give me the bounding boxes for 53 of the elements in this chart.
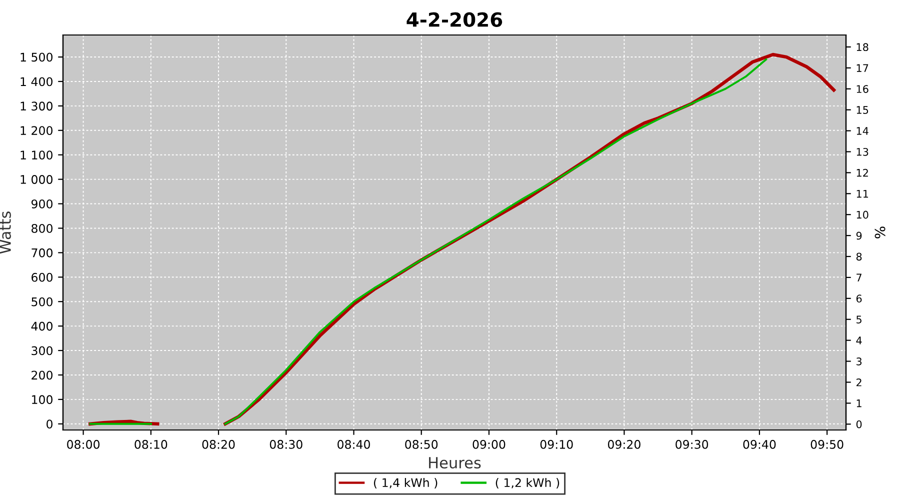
x-tick-label: 09:50 bbox=[810, 440, 844, 449]
y-tick-label: 1 100 bbox=[20, 150, 52, 160]
x-tick-label: 08:50 bbox=[405, 440, 438, 449]
x-tick-label: 08:30 bbox=[270, 440, 302, 449]
y-tick-label: 1 300 bbox=[20, 102, 52, 111]
x-tick-label: 08:20 bbox=[202, 440, 235, 449]
y2-tick-label: 4 bbox=[856, 336, 862, 344]
y2-tick-label: 1 bbox=[856, 400, 862, 408]
x-tick-label: 09:30 bbox=[676, 440, 708, 449]
y-tick-label: 700 bbox=[32, 248, 52, 258]
y2-tick-label: 13 bbox=[856, 148, 868, 156]
x-axis-title: Heures bbox=[429, 457, 481, 469]
y2-tick-label: 3 bbox=[856, 357, 862, 366]
y-tick-label: 200 bbox=[32, 370, 52, 380]
y2-tick-label: 10 bbox=[856, 210, 868, 219]
y2-tick-label: 17 bbox=[856, 64, 868, 72]
y2-tick-label: 9 bbox=[856, 232, 862, 240]
y2-tick-label: 0 bbox=[856, 420, 862, 428]
y-tick-label: 1 000 bbox=[20, 175, 52, 184]
y2-tick-label: 18 bbox=[856, 43, 868, 52]
y2-tick-label: 2 bbox=[856, 378, 862, 386]
y-tick-label: 1 400 bbox=[20, 77, 52, 86]
y2-axis-title: % bbox=[874, 226, 886, 238]
x-tick-label: 08:00 bbox=[67, 440, 100, 449]
chart-title: 4-2-2026 bbox=[406, 12, 502, 27]
y-tick-label: 300 bbox=[32, 346, 52, 356]
y2-tick-label: 5 bbox=[856, 316, 862, 324]
y2-tick-label: 7 bbox=[856, 274, 862, 282]
y-tick-label: 600 bbox=[32, 272, 52, 282]
x-tick-label: 09:20 bbox=[608, 440, 640, 449]
y-tick-label: 500 bbox=[32, 297, 52, 306]
y-tick-label: 400 bbox=[31, 322, 52, 331]
x-tick-label: 09:00 bbox=[472, 440, 506, 449]
x-tick-label: 09:40 bbox=[743, 440, 776, 449]
y-axis-title: Watts bbox=[0, 212, 11, 254]
y-tick-label: 1 200 bbox=[20, 126, 52, 136]
y2-tick-label: 11 bbox=[856, 190, 868, 198]
y2-tick-label: 12 bbox=[856, 168, 868, 177]
y-tick-label: 800 bbox=[32, 224, 52, 233]
legend-label: ( 1,4 kWh ) bbox=[374, 478, 438, 488]
y-tick-label: 900 bbox=[31, 199, 52, 208]
y2-tick-label: 15 bbox=[856, 106, 868, 114]
y2-tick-label: 16 bbox=[856, 85, 868, 93]
legend-label: ( 1,2 kWh ) bbox=[496, 478, 560, 488]
y2-tick-label: 14 bbox=[856, 127, 868, 135]
y2-tick-label: 6 bbox=[856, 294, 862, 303]
x-tick-label: 09:10 bbox=[540, 440, 573, 449]
y2-tick-label: 8 bbox=[856, 252, 862, 261]
y-tick-label: 1 500 bbox=[20, 52, 52, 62]
x-tick-label: 08:40 bbox=[338, 440, 370, 449]
y-tick-label: 0 bbox=[46, 420, 52, 429]
x-tick-label: 08:10 bbox=[134, 440, 168, 449]
y-tick-label: 100 bbox=[32, 395, 52, 404]
